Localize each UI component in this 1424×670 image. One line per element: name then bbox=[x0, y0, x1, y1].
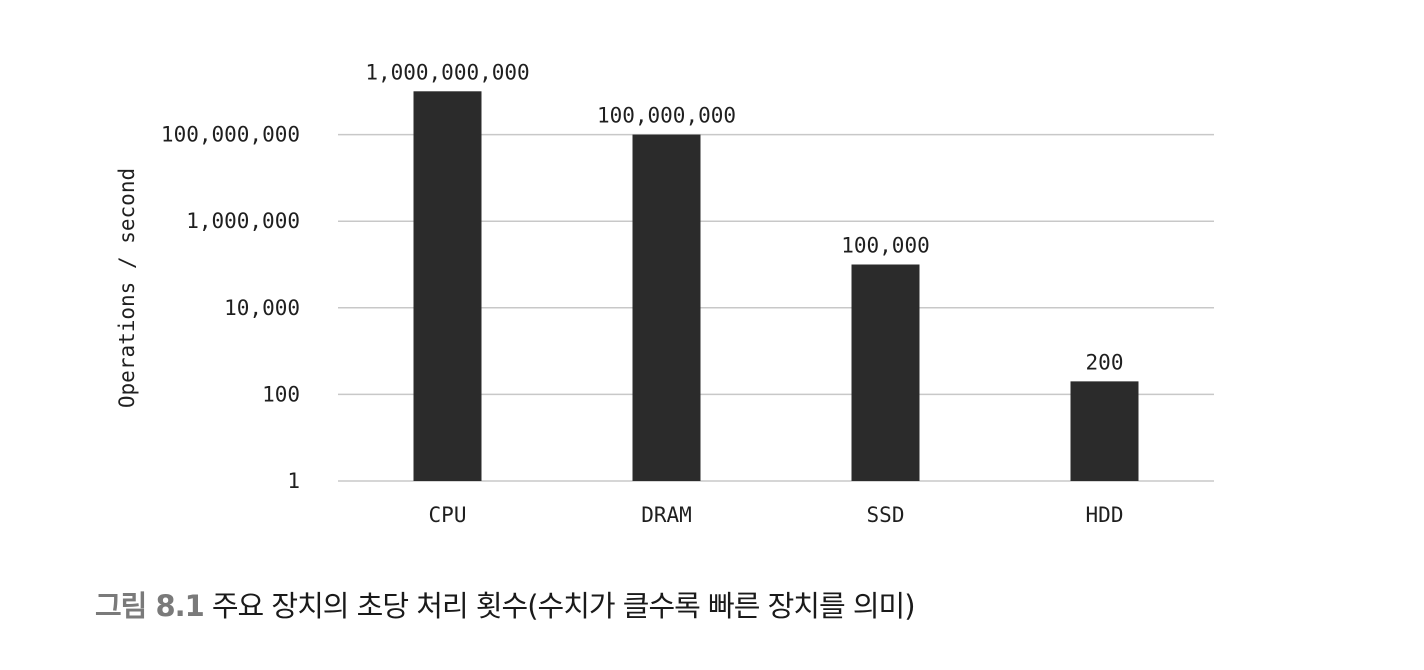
data-label: 200 bbox=[1086, 350, 1124, 374]
bar-cpu bbox=[413, 91, 482, 482]
figure-number: 그림 8.1 bbox=[95, 589, 205, 623]
data-labels: 1,000,000,000 100,000,000 100,000 200 bbox=[365, 60, 1123, 374]
y-tick-label: 1,000,000 bbox=[186, 209, 300, 233]
figure-caption: 그림 8.1 주요 장치의 초당 처리 횟수(수치가 클수록 빠른 장치를 의미) bbox=[95, 583, 916, 625]
x-tick-label: CPU bbox=[429, 503, 467, 527]
x-tick-label: HDD bbox=[1086, 503, 1124, 527]
caption-text: 주요 장치의 초당 처리 횟수(수치가 클수록 빠른 장치를 의미) bbox=[211, 589, 916, 623]
y-tick-label: 100 bbox=[262, 382, 300, 406]
data-label: 1,000,000,000 bbox=[365, 60, 529, 84]
y-axis-label: Operations / second bbox=[115, 168, 139, 408]
x-tick-labels: CPU DRAM SSD HDD bbox=[429, 503, 1124, 527]
bar-hdd bbox=[1070, 381, 1139, 481]
data-label: 100,000,000 bbox=[597, 104, 736, 128]
y-tick-label: 100,000,000 bbox=[161, 123, 300, 147]
y-tick-labels: 1 100 10,000 1,000,000 100,000,000 bbox=[161, 123, 300, 493]
y-tick-label: 1 bbox=[287, 469, 300, 493]
x-tick-label: SSD bbox=[867, 503, 905, 527]
bar-dram bbox=[632, 134, 701, 481]
y-tick-label: 10,000 bbox=[224, 296, 300, 320]
data-label: 100,000 bbox=[841, 234, 930, 258]
gridlines bbox=[338, 133, 1214, 482]
x-tick-label: DRAM bbox=[641, 503, 692, 527]
bar-ssd bbox=[851, 264, 920, 481]
bars bbox=[413, 91, 1139, 482]
bar-chart: 1 100 10,000 1,000,000 100,000,000 1,000,000… bbox=[115, 60, 1214, 527]
